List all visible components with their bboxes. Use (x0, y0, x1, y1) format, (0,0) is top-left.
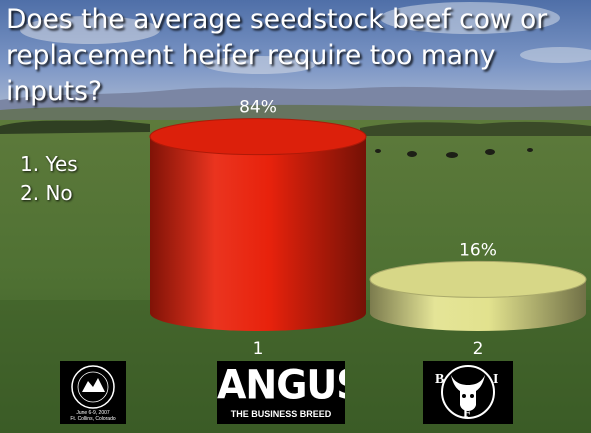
bif-letter-f: F (463, 406, 472, 421)
bif-letter-b: B (435, 372, 445, 387)
bif-letter-i: I (493, 372, 499, 387)
slide-title: Does the average seedstock beef cow or r… (6, 4, 548, 107)
bif-logo: B I F (423, 361, 513, 424)
data-label-2: 16% (459, 240, 497, 260)
seal-location: Ft. Collins, Colorado (70, 416, 116, 422)
bar-top (369, 260, 587, 298)
angus-wordmark: ANGUS (217, 361, 345, 409)
data-label-1: 84% (239, 98, 277, 118)
option-yes: 1. Yes (20, 152, 78, 176)
bar-body (150, 136, 366, 331)
bar-top (149, 118, 367, 156)
answer-options: 1. Yes 2. No (20, 150, 78, 208)
bar-1 (149, 118, 367, 331)
angus-tagline: THE BUSINESS BREED (230, 409, 332, 419)
category-label-2: 2 (473, 339, 484, 359)
category-label-1: 1 (253, 339, 264, 359)
bar-2 (369, 260, 587, 331)
bif-2007-meeting-seal-icon (71, 365, 115, 409)
option-no: 2. No (20, 181, 73, 205)
seal-date: June 6-9, 2007 (76, 410, 110, 416)
bull-head-icon (441, 365, 495, 419)
angus-logo: ANGUS THE BUSINESS BREED (217, 361, 345, 424)
bif-2007-seal-logo: June 6-9, 2007 Ft. Collins, Colorado (60, 361, 126, 424)
